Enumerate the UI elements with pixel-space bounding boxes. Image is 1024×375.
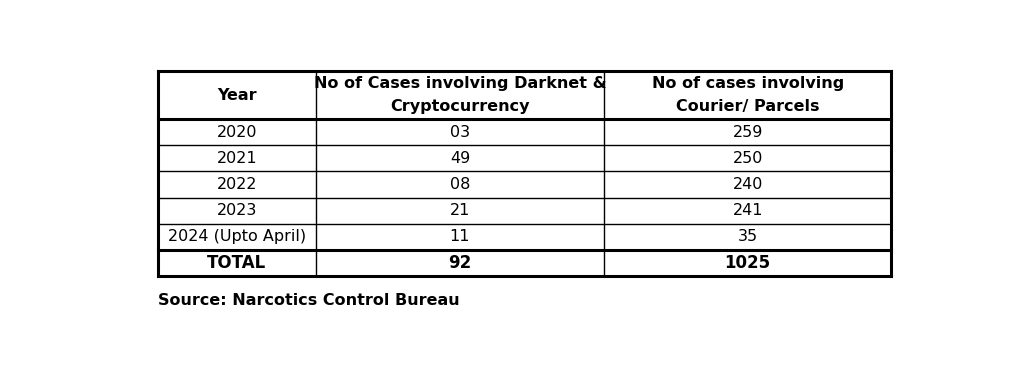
Text: Source: Narcotics Control Bureau: Source: Narcotics Control Bureau [158, 293, 460, 308]
Text: 21: 21 [450, 203, 470, 218]
Text: 2022: 2022 [217, 177, 257, 192]
Text: TOTAL: TOTAL [208, 254, 266, 272]
Text: 2023: 2023 [217, 203, 257, 218]
Text: 240: 240 [732, 177, 763, 192]
Text: 2021: 2021 [217, 151, 257, 166]
Text: 35: 35 [737, 229, 758, 244]
Text: 49: 49 [450, 151, 470, 166]
Text: No of Cases involving Darknet &
Cryptocurrency: No of Cases involving Darknet & Cryptocu… [313, 76, 606, 114]
Text: 11: 11 [450, 229, 470, 244]
Text: 250: 250 [732, 151, 763, 166]
Text: 92: 92 [449, 254, 471, 272]
Text: 08: 08 [450, 177, 470, 192]
Text: 2020: 2020 [217, 125, 257, 140]
Text: 2024 (Upto April): 2024 (Upto April) [168, 229, 306, 244]
Text: Year: Year [217, 88, 257, 103]
Text: 03: 03 [450, 125, 470, 140]
Text: 241: 241 [732, 203, 763, 218]
Text: No of cases involving
Courier/ Parcels: No of cases involving Courier/ Parcels [651, 76, 844, 114]
Text: 259: 259 [732, 125, 763, 140]
Text: 1025: 1025 [725, 254, 771, 272]
